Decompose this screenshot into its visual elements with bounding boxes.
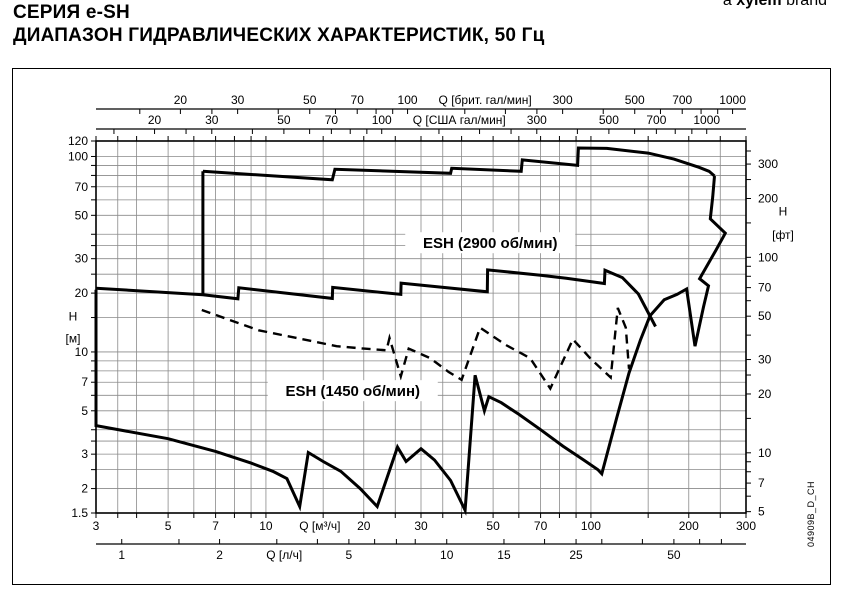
- tick-label: 1: [118, 548, 125, 562]
- tick-label: 20: [75, 286, 89, 300]
- tick-label: 300: [736, 519, 756, 533]
- tick-label: 300: [758, 157, 778, 171]
- tick-label: 1000: [693, 113, 720, 127]
- envelope-curve: [94, 175, 728, 516]
- xylem-wordmark: xylem: [736, 0, 782, 9]
- tick-label: 10: [259, 519, 273, 533]
- curve-label-esh-1450: ESH (1450 об/мин): [267, 380, 438, 402]
- bottom-axis-ls: 1 2 5 10 15 25 50Q [л/ч]: [96, 539, 746, 562]
- tick-label: 70: [325, 113, 339, 127]
- tick-label: 1.5: [71, 506, 88, 520]
- tick-label: 30: [75, 252, 89, 266]
- envelope-esh-1450: [201, 307, 631, 391]
- top-axis-imp-gpm: 20 30 50 70 100 300 500 700 1000 Q [брит. гал/мин…: [96, 93, 746, 114]
- curve-label-esh-2900: ESH (2900 об/мин): [405, 232, 576, 254]
- tick-label: 5: [165, 519, 172, 533]
- tick-label: 20: [148, 113, 162, 127]
- tick-label: 700: [646, 113, 666, 127]
- page-title: СЕРИЯ e-SH ДИАПАЗОН ГИДРАВЛИЧЕСКИХ ХАРАК…: [13, 1, 544, 47]
- xylem-brand-logo: a xylem brand: [723, 0, 827, 10]
- tick-label: Q [брит. гал/мин]: [439, 93, 532, 107]
- tick-label: 20: [357, 519, 371, 533]
- envelope-esh-2900: [95, 146, 716, 328]
- tick-label: 5: [81, 404, 88, 418]
- hydraulic-range-chart: 120100705030201075321.5H[м]3002001007050…: [66, 93, 816, 562]
- tick-label: 5: [758, 505, 765, 519]
- tick-label: 50: [667, 548, 681, 562]
- envelope-curve: [95, 267, 657, 328]
- tick-label: 200: [758, 191, 778, 205]
- tick-label: 100: [398, 93, 418, 107]
- tick-label: 100: [68, 149, 88, 163]
- tick-label: 30: [758, 353, 772, 367]
- tick-label: 3: [81, 447, 88, 461]
- tick-label: 20: [758, 387, 772, 401]
- chart-title: ДИАПАЗОН ГИДРАВЛИЧЕСКИХ ХАРАКТЕРИСТИК, 5…: [13, 25, 545, 46]
- envelope-envelope-outline: [94, 175, 728, 516]
- drawing-code-watermark: 04909B_D_CH: [806, 481, 816, 547]
- tick-label: 100: [581, 519, 601, 533]
- tick-label: 300: [553, 93, 573, 107]
- tick-label: 50: [486, 519, 500, 533]
- tick-label: 50: [303, 93, 317, 107]
- tick-label: 25: [569, 548, 583, 562]
- tick-label: 7: [81, 375, 88, 389]
- tick-label: 30: [205, 113, 219, 127]
- tick-label: ESH (2900 об/мин): [423, 235, 558, 252]
- tick-label: 70: [534, 519, 548, 533]
- tick-label: 2: [216, 548, 223, 562]
- series-title: СЕРИЯ e-SH: [13, 2, 130, 23]
- tick-label: H: [779, 204, 788, 218]
- tick-label: 50: [758, 309, 772, 323]
- tick-label: ESH (1450 об/мин): [286, 383, 421, 400]
- chart-frame: 120 100 70 50 30 20 10 7 5 3 2 1.5 H [м] 300 200 100 70 50…: [12, 68, 831, 585]
- tick-label: 120: [68, 134, 88, 148]
- tick-label: 1000: [719, 93, 746, 107]
- tick-label: 10: [440, 548, 454, 562]
- tick-label: 70: [758, 281, 772, 295]
- tick-label: 700: [672, 93, 692, 107]
- tick-label: 30: [414, 519, 428, 533]
- tick-label: 10: [75, 345, 89, 359]
- tick-label: 5: [346, 548, 353, 562]
- tick-label: 100: [758, 250, 778, 264]
- x-axis-m3h: 3 5 7 10 20 30 50 70 100 200 300 Q [м³/ч]: [93, 519, 757, 533]
- tick-label: 3: [93, 519, 100, 533]
- y-axis-feet: 300 200 100 70 50 30 20 10 7 5 H [фт]: [758, 157, 794, 519]
- tick-label: 10: [758, 446, 772, 460]
- tick-label: [фт]: [772, 228, 794, 242]
- tick-label: 100: [372, 113, 392, 127]
- tick-label: 2: [81, 482, 88, 496]
- top-axis-us-gpm: 20 30 50 70 100 300 500 700 1000 Q [США гал/мин]: [96, 113, 746, 134]
- envelope-curve: [201, 307, 631, 391]
- tick-label: H: [69, 309, 78, 323]
- tick-label: 300: [527, 113, 547, 127]
- tick-label: Q [м³/ч]: [299, 519, 340, 533]
- tick-label: 20: [174, 93, 188, 107]
- axis-ticks: [91, 136, 751, 518]
- tick-label: 7: [212, 519, 219, 533]
- tick-label: Q [США гал/мин]: [413, 113, 506, 127]
- tick-label: 70: [75, 180, 89, 194]
- tick-label: 70: [351, 93, 365, 107]
- tick-label: 500: [625, 93, 645, 107]
- tick-label: 500: [599, 113, 619, 127]
- tick-label: 200: [679, 519, 699, 533]
- tick-label: Q [л/ч]: [266, 548, 302, 562]
- tick-label: [м]: [66, 332, 81, 346]
- envelope-curve: [202, 146, 716, 182]
- tick-label: 50: [277, 113, 291, 127]
- tick-label: 7: [758, 476, 765, 490]
- tick-label: 50: [75, 208, 89, 222]
- log-grid: [95, 140, 747, 514]
- tick-label: 30: [231, 93, 245, 107]
- tick-label: 15: [497, 548, 511, 562]
